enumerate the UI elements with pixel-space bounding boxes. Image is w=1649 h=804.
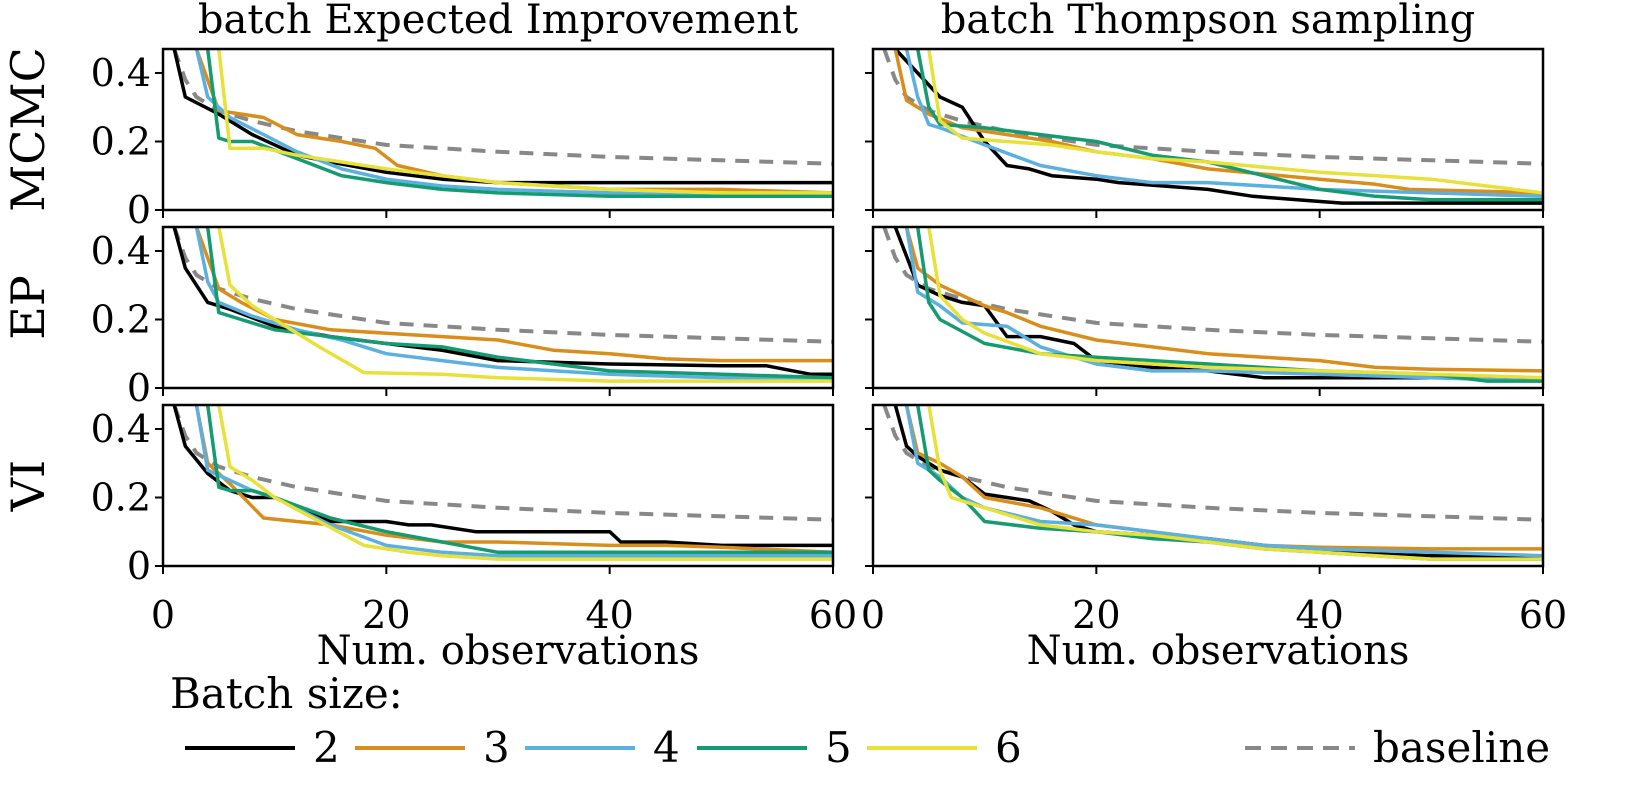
series-line-3 bbox=[194, 405, 833, 555]
row-label: VI bbox=[1, 460, 55, 512]
series-line-3 bbox=[893, 49, 1543, 195]
x-axis-label: Num. observations bbox=[317, 628, 700, 674]
series-line-2 bbox=[172, 227, 833, 377]
y-tick-label: 0.2 bbox=[91, 475, 151, 519]
series-line-6 bbox=[217, 405, 833, 561]
legend-title: Batch size: bbox=[170, 669, 403, 718]
series-line-3 bbox=[194, 227, 833, 363]
x-tick-label: 40 bbox=[1295, 593, 1343, 637]
y-tick-label: 0 bbox=[127, 188, 151, 232]
series-line-5 bbox=[915, 405, 1543, 561]
legend-label-6: 6 bbox=[995, 723, 1022, 772]
y-tick-label: 0.2 bbox=[91, 119, 151, 163]
x-tick-label: 0 bbox=[861, 593, 885, 637]
panel-frame bbox=[161, 225, 835, 390]
series-line-baseline bbox=[172, 49, 833, 166]
legend-label-3: 3 bbox=[483, 723, 510, 772]
panel-r0c0 bbox=[155, 47, 835, 218]
x-tick-label: 20 bbox=[362, 593, 410, 637]
panel-frame bbox=[871, 225, 1545, 390]
legend-label-baseline: baseline bbox=[1373, 723, 1550, 772]
series-line-4 bbox=[194, 227, 833, 380]
x-tick-label: 20 bbox=[1072, 593, 1120, 637]
panel-r2c0 bbox=[155, 403, 835, 574]
series-line-baseline bbox=[882, 49, 1543, 166]
series-line-6 bbox=[217, 49, 833, 195]
panel-title: batch Thompson sampling bbox=[941, 0, 1475, 43]
series-line-5 bbox=[205, 49, 833, 199]
panel-title: batch Expected Improvement bbox=[198, 0, 798, 43]
series-line-6 bbox=[217, 227, 833, 383]
panel-frame bbox=[871, 403, 1545, 568]
legend-label-2: 2 bbox=[313, 723, 340, 772]
panel-frame bbox=[161, 403, 835, 568]
series-line-6 bbox=[927, 405, 1543, 561]
series-line-4 bbox=[194, 405, 833, 558]
panel-r0c1 bbox=[865, 47, 1545, 218]
y-tick-label: 0.4 bbox=[91, 51, 151, 95]
row-label: MCMC bbox=[1, 47, 55, 212]
y-tick-label: 0 bbox=[127, 544, 151, 588]
series-line-4 bbox=[904, 227, 1543, 383]
series-line-baseline bbox=[172, 405, 833, 522]
series-line-5 bbox=[205, 227, 833, 380]
series-line-5 bbox=[915, 227, 1543, 383]
series-line-3 bbox=[194, 49, 833, 195]
series-line-5 bbox=[915, 49, 1543, 202]
y-tick-label: 0 bbox=[127, 366, 151, 410]
series-line-2 bbox=[172, 49, 833, 185]
y-tick-label: 0.4 bbox=[91, 407, 151, 451]
panel-r2c1 bbox=[865, 403, 1545, 574]
series-line-3 bbox=[904, 405, 1543, 551]
panel-frame bbox=[871, 47, 1545, 212]
series-line-baseline bbox=[172, 227, 833, 344]
y-tick-label: 0.4 bbox=[91, 229, 151, 273]
series-line-3 bbox=[904, 227, 1543, 373]
row-label: EP bbox=[1, 275, 55, 340]
series-line-2 bbox=[894, 49, 1543, 205]
x-axis-label: Num. observations bbox=[1027, 628, 1410, 674]
series-line-6 bbox=[927, 227, 1543, 380]
panel-r1c0 bbox=[155, 225, 835, 396]
x-tick-label: 60 bbox=[1519, 593, 1567, 637]
series-line-baseline bbox=[882, 227, 1543, 344]
series-line-4 bbox=[194, 49, 833, 199]
panel-frame bbox=[161, 47, 835, 212]
y-tick-label: 0.2 bbox=[91, 297, 151, 341]
panel-r1c1 bbox=[865, 225, 1545, 396]
series-line-2 bbox=[893, 227, 1543, 380]
series-line-4 bbox=[904, 49, 1543, 199]
series-line-5 bbox=[205, 405, 833, 555]
series-line-4 bbox=[904, 405, 1543, 558]
x-tick-label: 60 bbox=[809, 593, 857, 637]
series-line-6 bbox=[927, 49, 1543, 195]
series-line-2 bbox=[893, 405, 1543, 558]
legend-label-4: 4 bbox=[653, 723, 680, 772]
legend-label-5: 5 bbox=[825, 723, 852, 772]
series-line-baseline bbox=[882, 405, 1543, 522]
x-tick-label: 40 bbox=[585, 593, 633, 637]
x-tick-label: 0 bbox=[151, 593, 175, 637]
series-line-2 bbox=[172, 405, 833, 548]
